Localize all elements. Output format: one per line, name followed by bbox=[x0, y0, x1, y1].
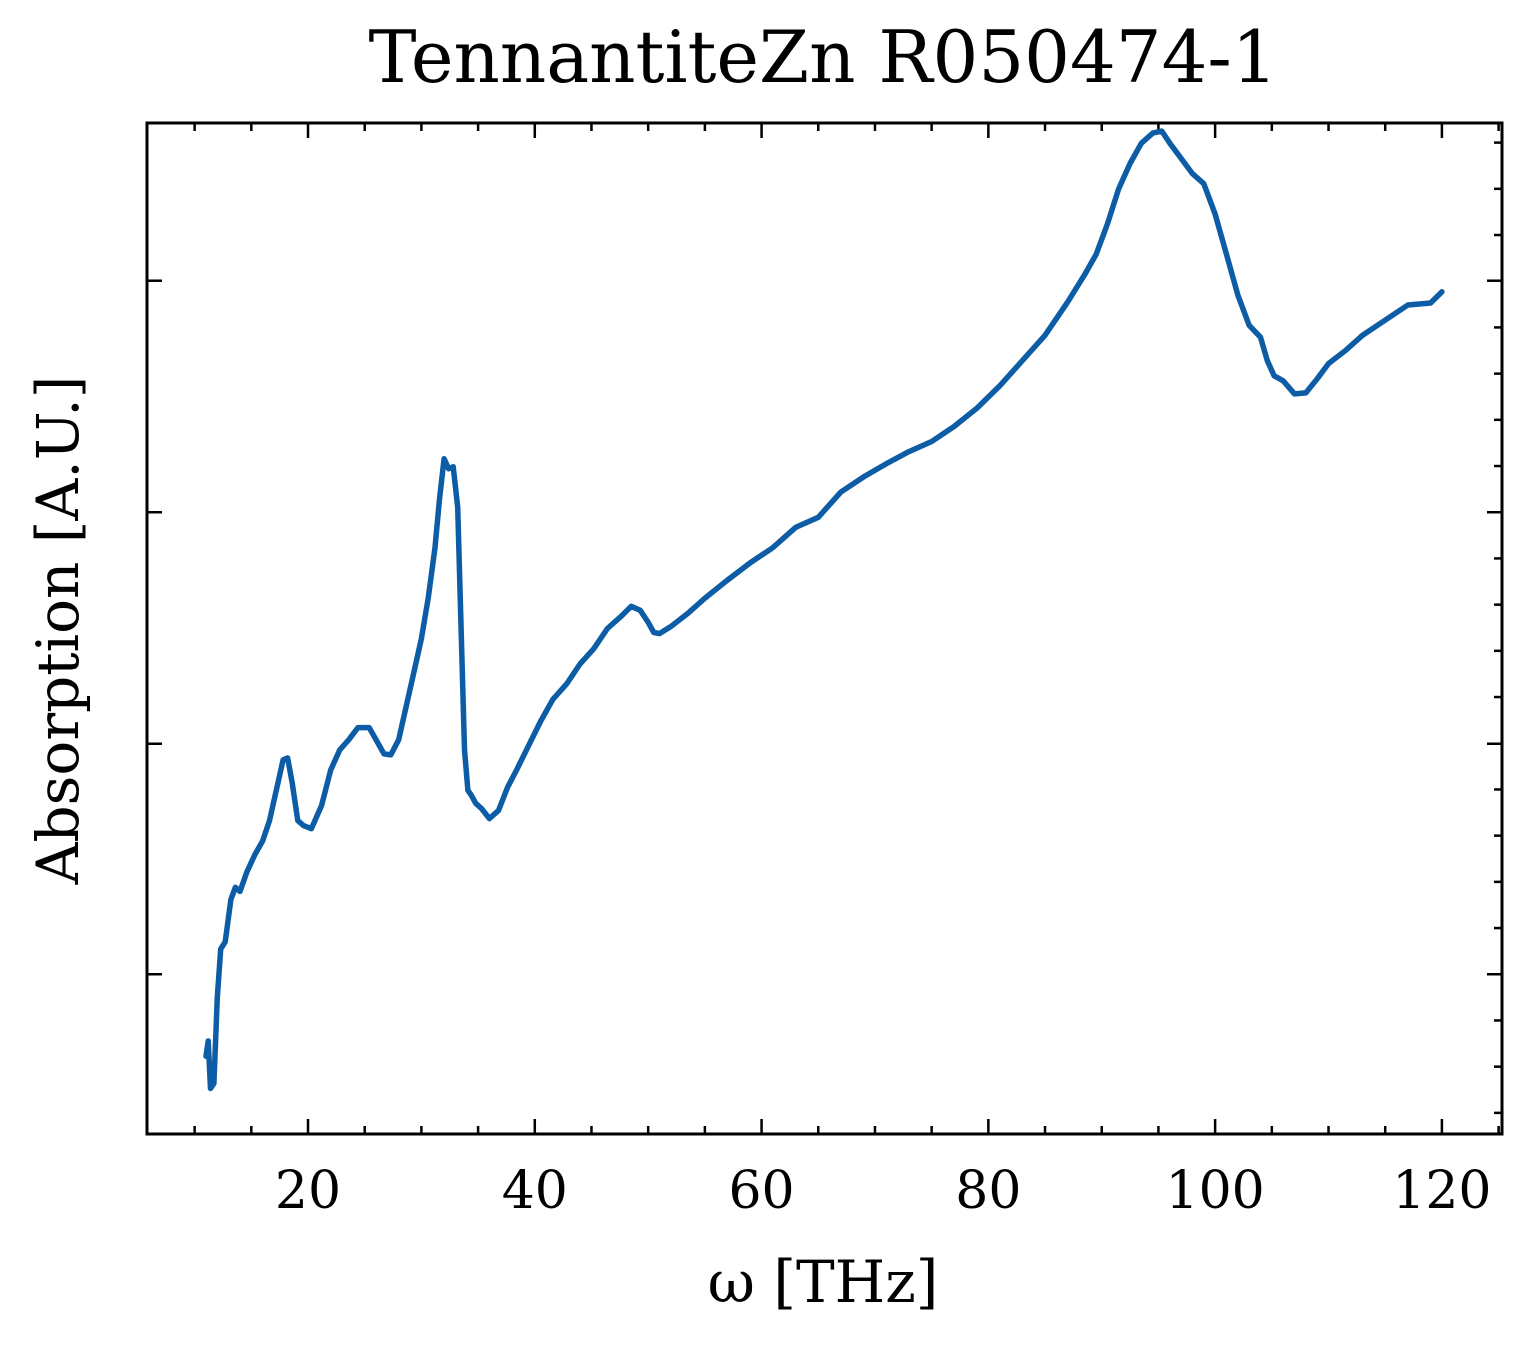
x-tick-label: 40 bbox=[502, 1161, 568, 1221]
x-tick-labels: 20 40 60 80 100 120 bbox=[275, 1161, 1492, 1221]
x-axis-label: ω [THz] bbox=[708, 1248, 939, 1316]
axis-ticks bbox=[147, 123, 1502, 1134]
x-tick-label: 120 bbox=[1392, 1161, 1491, 1221]
x-tick-label: 60 bbox=[728, 1161, 794, 1221]
series-line bbox=[203, 128, 1445, 1092]
x-tick-label: 20 bbox=[275, 1161, 341, 1221]
chart-title: TennantiteZn R050474-1 bbox=[368, 15, 1277, 99]
x-tick-label: 100 bbox=[1165, 1161, 1264, 1221]
plot-frame bbox=[145, 121, 1504, 1136]
x-tick-label: 80 bbox=[955, 1161, 1021, 1221]
y-axis-label: Absorption [A.U.] bbox=[24, 376, 92, 886]
